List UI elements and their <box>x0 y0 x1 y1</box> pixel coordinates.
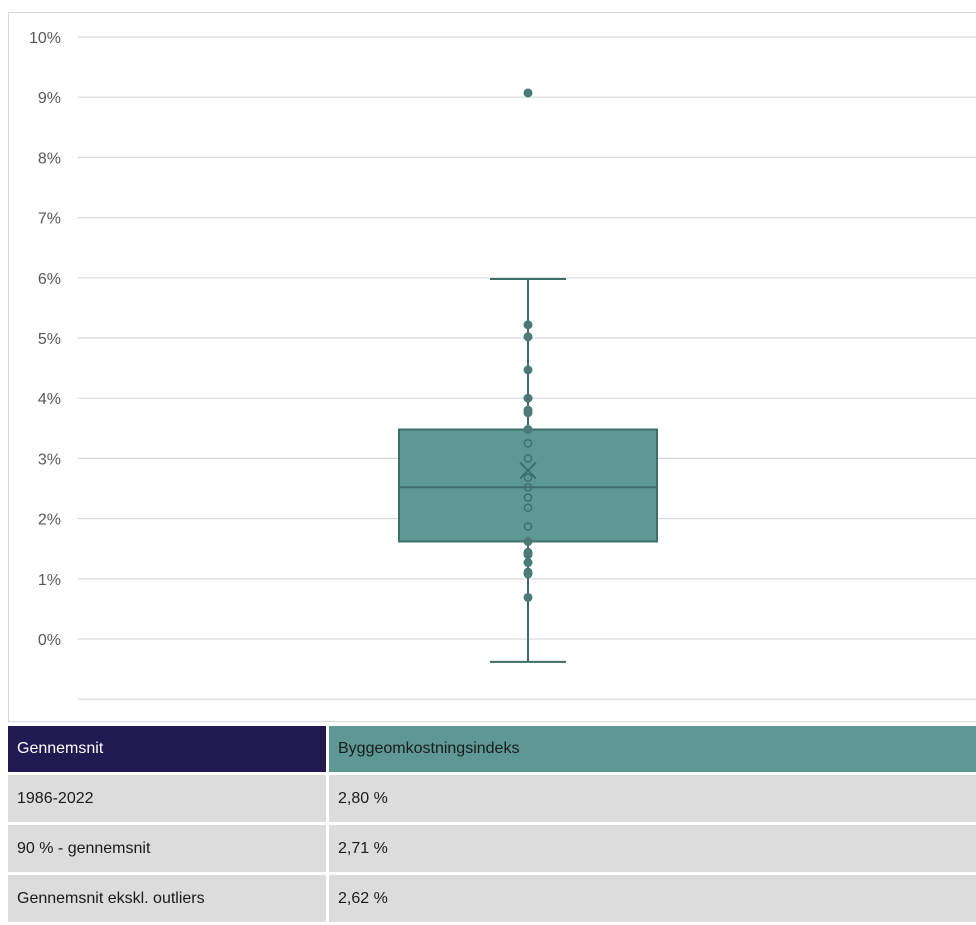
data-point <box>523 503 533 513</box>
table-row: Gennemsnit ekskl. outliers 2,62 % <box>8 875 976 925</box>
data-point <box>523 320 533 330</box>
y-tick-label: 10% <box>29 30 61 47</box>
row-label: Gennemsnit ekskl. outliers <box>8 875 329 925</box>
table-row: 90 % - gennemsnit 2,71 % <box>8 825 976 875</box>
mean-marker <box>519 461 537 480</box>
y-tick-label: 4% <box>38 391 61 408</box>
row-value: 2,80 % <box>329 775 976 825</box>
data-point <box>523 365 533 375</box>
data-point <box>523 482 533 492</box>
data-point <box>523 547 533 557</box>
row-label: 1986-2022 <box>8 775 329 825</box>
data-point <box>523 536 533 546</box>
y-tick-label: 8% <box>38 150 61 167</box>
box-plot: 0% 1% 2% 3% 4% 5% 6% 7% 8% 9% 10% <box>29 30 976 700</box>
y-tick-label: 0% <box>38 632 61 649</box>
header-cell-index: Byggeomkostningsindeks <box>329 726 976 775</box>
chart-area: 0% 1% 2% 3% 4% 5% 6% 7% 8% 9% 10% <box>8 12 976 722</box>
data-point <box>523 592 533 602</box>
header-cell-period: Gennemsnit <box>8 726 329 775</box>
data-point <box>523 558 533 568</box>
data-point <box>523 439 533 448</box>
data-point <box>523 473 533 482</box>
row-value: 2,62 % <box>329 875 976 925</box>
data-point <box>523 522 533 531</box>
data-point <box>523 405 533 415</box>
data-point <box>523 493 533 502</box>
y-tick-label: 6% <box>38 271 61 288</box>
data-point <box>523 425 533 435</box>
y-tick-label: 2% <box>38 512 61 529</box>
y-tick-label: 5% <box>38 331 61 348</box>
y-tick-label: 1% <box>38 572 61 589</box>
data-point <box>523 454 533 463</box>
statistics-table: Gennemsnit Byggeomkostningsindeks 1986-2… <box>8 726 976 925</box>
row-value: 2,71 % <box>329 825 976 875</box>
data-point <box>523 567 533 577</box>
y-tick-label: 7% <box>38 211 61 228</box>
table-header-row: Gennemsnit Byggeomkostningsindeks <box>8 726 976 775</box>
y-tick-label: 9% <box>38 90 61 107</box>
data-point <box>523 332 533 342</box>
outlier-point <box>523 88 533 98</box>
row-label: 90 % - gennemsnit <box>8 825 329 875</box>
data-point <box>523 393 533 403</box>
y-tick-label: 3% <box>38 451 61 468</box>
table-row: 1986-2022 2,80 % <box>8 775 976 825</box>
